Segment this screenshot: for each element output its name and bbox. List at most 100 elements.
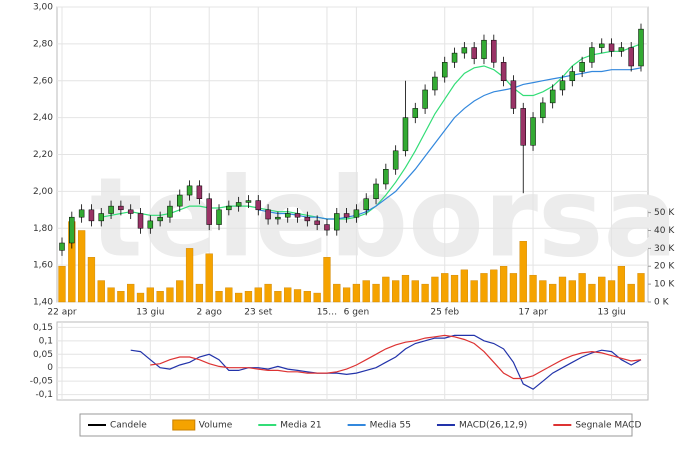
volume-bar (107, 287, 115, 303)
candle-body (127, 209, 134, 214)
volume-bar (215, 291, 223, 303)
volume-bar (637, 273, 645, 303)
volume-bar (293, 289, 302, 303)
volume-bar (617, 266, 626, 303)
volume-bar (205, 253, 213, 303)
y2-tick-label: 20 K (654, 262, 675, 272)
volume-bar (490, 269, 498, 303)
macd-panel (56, 321, 649, 401)
volume-bar (509, 273, 518, 303)
y-tick-label: 2,80 (33, 39, 53, 49)
volume-bar (372, 283, 380, 303)
y-tick-label: 2,60 (33, 76, 53, 86)
y-tick-label: 2,00 (33, 187, 53, 197)
y-tick-label: 0 (47, 363, 53, 373)
candle-body (294, 213, 301, 218)
volume-bar (539, 280, 547, 303)
candle-body (118, 205, 124, 211)
candle-body (353, 209, 360, 218)
x-tick-label: 22 apr (47, 308, 77, 318)
volume-bar (146, 287, 154, 303)
candle-body (265, 209, 271, 220)
volume-bar (401, 274, 410, 303)
candle-body (549, 89, 556, 104)
candle-body (69, 216, 75, 244)
candle-body (177, 194, 183, 207)
candle-body (451, 52, 458, 63)
y-tick-label: 3,00 (33, 3, 53, 13)
volume-bar (303, 291, 311, 303)
volume-bar (362, 280, 370, 303)
x-tick-label: 13 giu (136, 308, 164, 318)
volume-bar (480, 273, 488, 303)
candle-body (441, 62, 448, 78)
legend-label: Volume (199, 421, 233, 431)
x-tick-label: 13 giu (597, 308, 625, 318)
legend-swatch (172, 419, 196, 431)
legend-label: Segnale MACD (575, 421, 641, 431)
volume-bar (529, 274, 537, 303)
candle-body (422, 89, 428, 109)
x-tick-label: 6 gen (344, 308, 370, 318)
candle-body (59, 242, 65, 251)
volume-bar (460, 269, 468, 303)
candle-body (245, 200, 252, 203)
candle-body (147, 220, 154, 229)
macd-line (150, 334, 642, 380)
candle-body (392, 150, 399, 170)
y-tick-label: -0,05 (30, 377, 53, 387)
volume-bar (195, 283, 204, 303)
volume-bar (117, 291, 125, 303)
volume-bar (470, 280, 478, 303)
candle-body (206, 198, 212, 225)
moving-average-line (101, 43, 642, 220)
candle-body (314, 220, 320, 225)
volume-bar (352, 283, 361, 303)
volume-bar (578, 273, 586, 303)
volume-bar (225, 287, 233, 303)
candle-body (589, 47, 595, 63)
y-tick-label: 1,60 (33, 261, 53, 271)
moving-average-line (258, 67, 642, 220)
volume-bar (284, 287, 292, 303)
candle-body (108, 205, 114, 214)
y2-tick-label: 0 K (654, 298, 670, 308)
volume-bar (77, 230, 86, 303)
candle-body (275, 216, 281, 220)
candle-body (216, 209, 222, 225)
candle-body (608, 43, 615, 52)
volume-bar (127, 283, 135, 303)
volume-bar (549, 283, 557, 303)
candle-body (226, 205, 232, 211)
y2-tick-label: 10 K (654, 280, 675, 290)
volume-bar (264, 283, 272, 303)
volume-bar (323, 257, 331, 303)
volume-bar (568, 280, 576, 303)
candle-body (255, 200, 262, 211)
volume-bar (431, 276, 439, 303)
x-tick-label: 15… (317, 308, 337, 318)
volume-bar (254, 287, 262, 303)
candle-body (481, 39, 487, 59)
volume-bar (499, 266, 508, 303)
candle-body (167, 205, 173, 218)
y-tick-label: 0,15 (33, 323, 53, 333)
candle-body (530, 117, 536, 146)
candle-body (235, 202, 242, 207)
candle-body (520, 108, 526, 146)
candle-body (432, 76, 438, 91)
candle-body (618, 47, 625, 52)
candle-body (196, 185, 203, 199)
candle-body (491, 39, 497, 63)
y-tick-label: 0,05 (33, 350, 53, 360)
y2-tick-label: 50 K (654, 208, 675, 218)
candle-body (628, 47, 634, 67)
legend-label: MACD(26,12,9) (459, 421, 527, 431)
candle-body (363, 198, 369, 211)
volume-bar (274, 291, 282, 303)
volume-bar (97, 280, 105, 303)
volume-bar (411, 280, 419, 303)
candle-body (137, 213, 144, 229)
